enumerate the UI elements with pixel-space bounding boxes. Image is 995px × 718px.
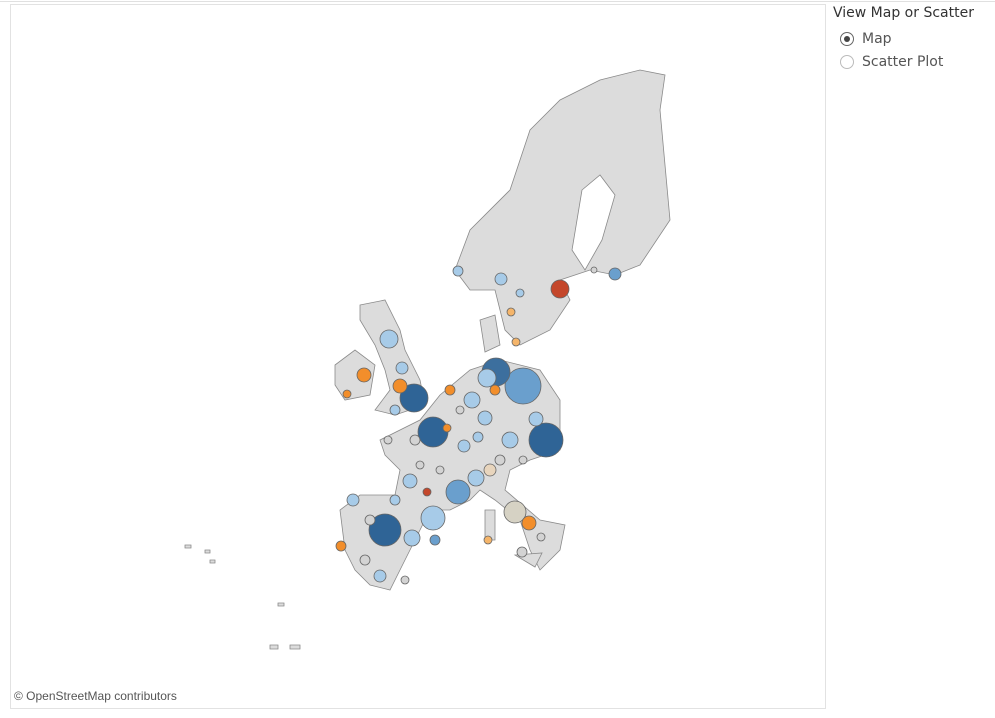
bubble[interactable] [503, 500, 527, 524]
bubble[interactable] [379, 329, 399, 349]
land [184, 69, 671, 650]
radio-option[interactable]: Map [840, 31, 892, 47]
bubble[interactable] [364, 514, 376, 526]
bubbles [335, 265, 622, 585]
radio-label: Scatter Plot [862, 54, 944, 70]
bubble[interactable] [511, 337, 521, 347]
bubble[interactable] [389, 494, 401, 506]
bubble[interactable] [429, 534, 441, 546]
bubble[interactable] [342, 389, 352, 399]
bubble[interactable] [400, 575, 410, 585]
bubble[interactable] [608, 267, 622, 281]
bubble[interactable] [516, 546, 528, 558]
bubble[interactable] [477, 368, 497, 388]
bubble[interactable] [417, 416, 449, 448]
control-title: View Map or Scatter [833, 5, 974, 21]
bubble[interactable] [528, 411, 544, 427]
bubble[interactable] [521, 515, 537, 531]
bubble[interactable] [409, 434, 421, 446]
bubble[interactable] [335, 540, 347, 552]
bubble[interactable] [528, 422, 564, 458]
bubble[interactable] [457, 439, 471, 453]
bubble[interactable] [389, 404, 401, 416]
bubble[interactable] [392, 378, 408, 394]
map-panel[interactable] [10, 4, 826, 709]
bubble[interactable] [463, 391, 481, 409]
bubble[interactable] [536, 532, 546, 542]
bubble[interactable] [515, 288, 525, 298]
bubble[interactable] [590, 266, 598, 274]
sardinia [484, 509, 496, 541]
bubble[interactable] [467, 469, 485, 487]
bubble[interactable] [504, 367, 542, 405]
ireland [334, 349, 376, 401]
bubble[interactable] [422, 487, 432, 497]
bubble[interactable] [472, 431, 484, 443]
bubble[interactable] [359, 554, 371, 566]
radio-label: Map [862, 31, 892, 47]
bubble[interactable] [346, 493, 360, 507]
bubble[interactable] [442, 423, 452, 433]
bubble[interactable] [506, 307, 516, 317]
bubble[interactable] [452, 265, 464, 277]
islands [184, 544, 301, 650]
bubble[interactable] [518, 455, 528, 465]
bubble[interactable] [483, 463, 497, 477]
bubble[interactable] [445, 479, 471, 505]
bubble[interactable] [483, 535, 493, 545]
bubble[interactable] [435, 465, 445, 475]
bubble[interactable] [489, 384, 501, 396]
bubble[interactable] [402, 473, 418, 489]
radio-option[interactable]: Scatter Plot [840, 54, 943, 70]
divider [0, 1, 995, 2]
scandinavia [454, 69, 671, 346]
bubble[interactable] [494, 454, 506, 466]
bubble[interactable] [477, 410, 493, 426]
attribution: © OpenStreetMap contributors [14, 689, 177, 703]
radio-button[interactable] [840, 32, 854, 46]
radio-button[interactable] [840, 55, 854, 69]
bubble[interactable] [403, 529, 421, 547]
bubble[interactable] [415, 460, 425, 470]
denmark [479, 314, 501, 353]
bubble[interactable] [373, 569, 387, 583]
bubble[interactable] [368, 513, 402, 547]
gulf [571, 174, 616, 271]
bubble[interactable] [420, 505, 446, 531]
bubble[interactable] [550, 279, 570, 299]
bubble[interactable] [444, 384, 456, 396]
bubble[interactable] [399, 383, 429, 413]
bubble[interactable] [501, 431, 519, 449]
bubble[interactable] [383, 435, 393, 445]
bubble[interactable] [395, 361, 409, 375]
bubble[interactable] [494, 272, 508, 286]
bubble[interactable] [356, 367, 372, 383]
bubble[interactable] [455, 405, 465, 415]
